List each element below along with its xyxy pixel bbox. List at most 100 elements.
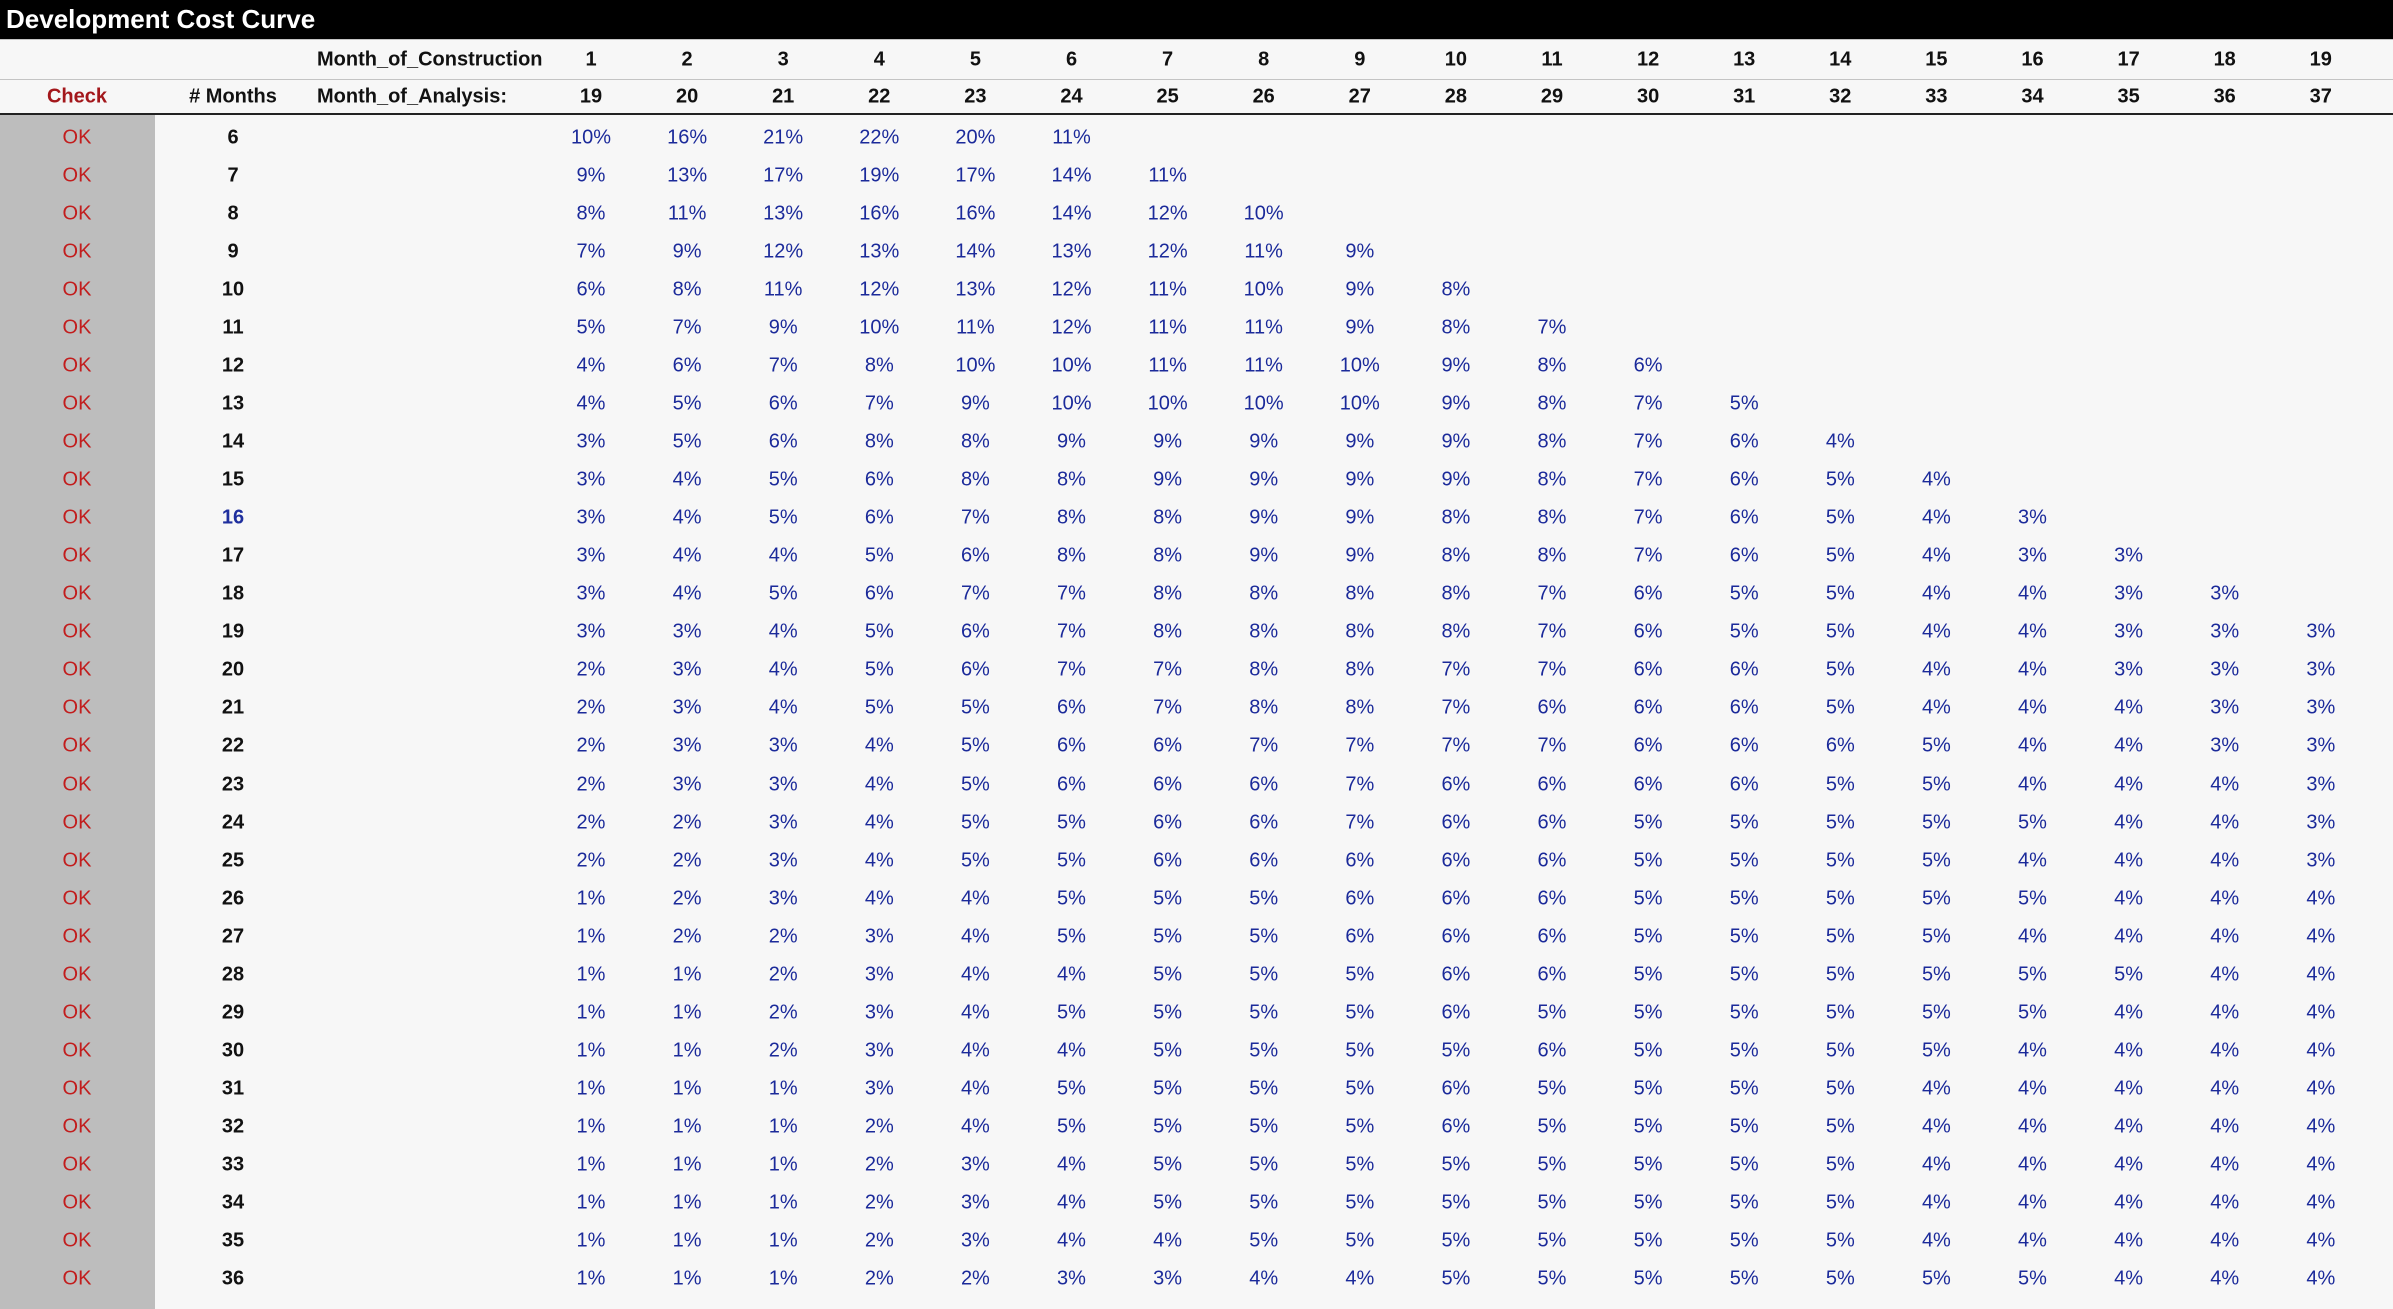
percent-cell: 3% [576, 582, 606, 605]
percent-cell: 3% [672, 658, 702, 681]
percent-cell: 7% [1537, 582, 1567, 605]
percent-cell: 4% [2306, 1153, 2336, 1176]
percent-cell: 10% [1243, 278, 1284, 301]
percent-cell: 5% [1153, 925, 1183, 948]
percent-cell: 7% [1057, 658, 1086, 681]
percent-cell: 2% [864, 1115, 894, 1138]
construction-month-header: 9 [1354, 48, 1366, 71]
percent-cell: 5% [1537, 1001, 1567, 1024]
percent-cell: 12% [859, 278, 900, 301]
months-cell: 8 [227, 202, 239, 225]
analysis-month-header: 23 [964, 85, 987, 108]
percent-cell: 6% [1441, 849, 1471, 872]
percent-cell: 6% [1633, 734, 1663, 757]
percent-cell: 7% [1633, 392, 1663, 415]
check-status-cell: OK [62, 506, 92, 529]
check-status-cell: OK [62, 316, 92, 339]
check-status-cell: OK [62, 468, 92, 491]
percent-cell: 4% [768, 544, 798, 567]
percent-cell: 5% [1153, 1115, 1183, 1138]
percent-cell: 4% [672, 468, 702, 491]
percent-cell: 4% [2018, 1153, 2047, 1176]
percent-cell: 3% [1057, 1267, 1086, 1290]
percent-cell: 11% [1148, 278, 1187, 301]
months-cell: 20 [221, 658, 245, 681]
percent-cell: 6% [1633, 773, 1663, 796]
percent-cell: 7% [768, 354, 798, 377]
percent-cell: 4% [2210, 1153, 2240, 1176]
percent-cell: 5% [1921, 963, 1951, 986]
percent-cell: 3% [768, 887, 798, 910]
percent-cell: 5% [1057, 811, 1086, 834]
percent-cell: 9% [1345, 240, 1375, 263]
percent-cell: 5% [1825, 1191, 1855, 1214]
percent-cell: 4% [2210, 1267, 2240, 1290]
percent-cell: 6% [1537, 1039, 1567, 1062]
percent-cell: 9% [768, 316, 798, 339]
percent-cell: 5% [1729, 1115, 1759, 1138]
months-cell: 14 [221, 430, 245, 453]
percent-cell: 1% [576, 1115, 606, 1138]
percent-cell: 5% [1345, 1077, 1375, 1100]
percent-cell: 6% [1153, 773, 1183, 796]
percent-cell: 4% [960, 1115, 990, 1138]
percent-cell: 5% [1825, 887, 1855, 910]
percent-cell: 5% [1729, 1001, 1759, 1024]
percent-cell: 6% [1441, 811, 1471, 834]
months-cell: 13 [221, 392, 245, 415]
percent-cell: 5% [1825, 1229, 1855, 1252]
percent-cell: 8% [1537, 392, 1567, 415]
percent-cell: 4% [1057, 1039, 1086, 1062]
percent-cell: 4% [2210, 1077, 2240, 1100]
percent-cell: 2% [576, 734, 606, 757]
percent-cell: 8% [1441, 544, 1471, 567]
percent-cell: 6% [1729, 734, 1759, 757]
percent-cell: 5% [1729, 1191, 1759, 1214]
percent-cell: 6% [1345, 887, 1375, 910]
percent-cell: 17% [763, 164, 804, 187]
percent-cell: 10% [1243, 202, 1284, 225]
percent-cell: 6% [1441, 1001, 1471, 1024]
analysis-month-header: 26 [1252, 85, 1275, 108]
percent-cell: 5% [1825, 1153, 1855, 1176]
percent-cell: 7% [1441, 696, 1471, 719]
percent-cell: 4% [960, 887, 990, 910]
percent-cell: 4% [1057, 1229, 1086, 1252]
percent-cell: 2% [576, 773, 606, 796]
percent-cell: 1% [576, 925, 606, 948]
analysis-month-header: 31 [1733, 85, 1756, 108]
analysis-month-header: 20 [675, 85, 699, 108]
percent-cell: 3% [960, 1153, 990, 1176]
percent-cell: 13% [1051, 240, 1092, 263]
percent-cell: 3% [2114, 620, 2144, 643]
percent-cell: 5% [1057, 925, 1086, 948]
percent-cell: 4% [2210, 963, 2240, 986]
percent-cell: 5% [1537, 1267, 1567, 1290]
percent-cell: 5% [1825, 1077, 1855, 1100]
check-status-cell: OK [62, 354, 92, 377]
check-status-cell: OK [62, 811, 92, 834]
construction-month-header: 10 [1444, 48, 1468, 71]
percent-cell: 5% [1825, 696, 1855, 719]
percent-cell: 3% [864, 925, 894, 948]
percent-cell: 7% [1153, 696, 1183, 719]
percent-cell: 5% [1921, 1039, 1951, 1062]
percent-cell: 8% [1441, 620, 1471, 643]
percent-cell: 4% [2306, 1229, 2336, 1252]
percent-cell: 4% [2018, 773, 2047, 796]
percent-cell: 5% [1633, 1191, 1663, 1214]
check-status-cell: OK [62, 849, 92, 872]
construction-month-header: 11 [1541, 48, 1563, 71]
months-cell: 22 [221, 734, 245, 757]
construction-month-header: 15 [1925, 48, 1948, 71]
percent-cell: 11% [1148, 316, 1187, 339]
percent-cell: 6% [768, 392, 798, 415]
percent-cell: 4% [1921, 506, 1951, 529]
percent-cell: 5% [1921, 734, 1951, 757]
percent-cell: 8% [1441, 506, 1471, 529]
percent-cell: 4% [1057, 1191, 1086, 1214]
percent-cell: 5% [1825, 773, 1855, 796]
percent-cell: 7% [1633, 544, 1663, 567]
analysis-month-header: 37 [2309, 85, 2332, 108]
percent-cell: 4% [2306, 1039, 2336, 1062]
